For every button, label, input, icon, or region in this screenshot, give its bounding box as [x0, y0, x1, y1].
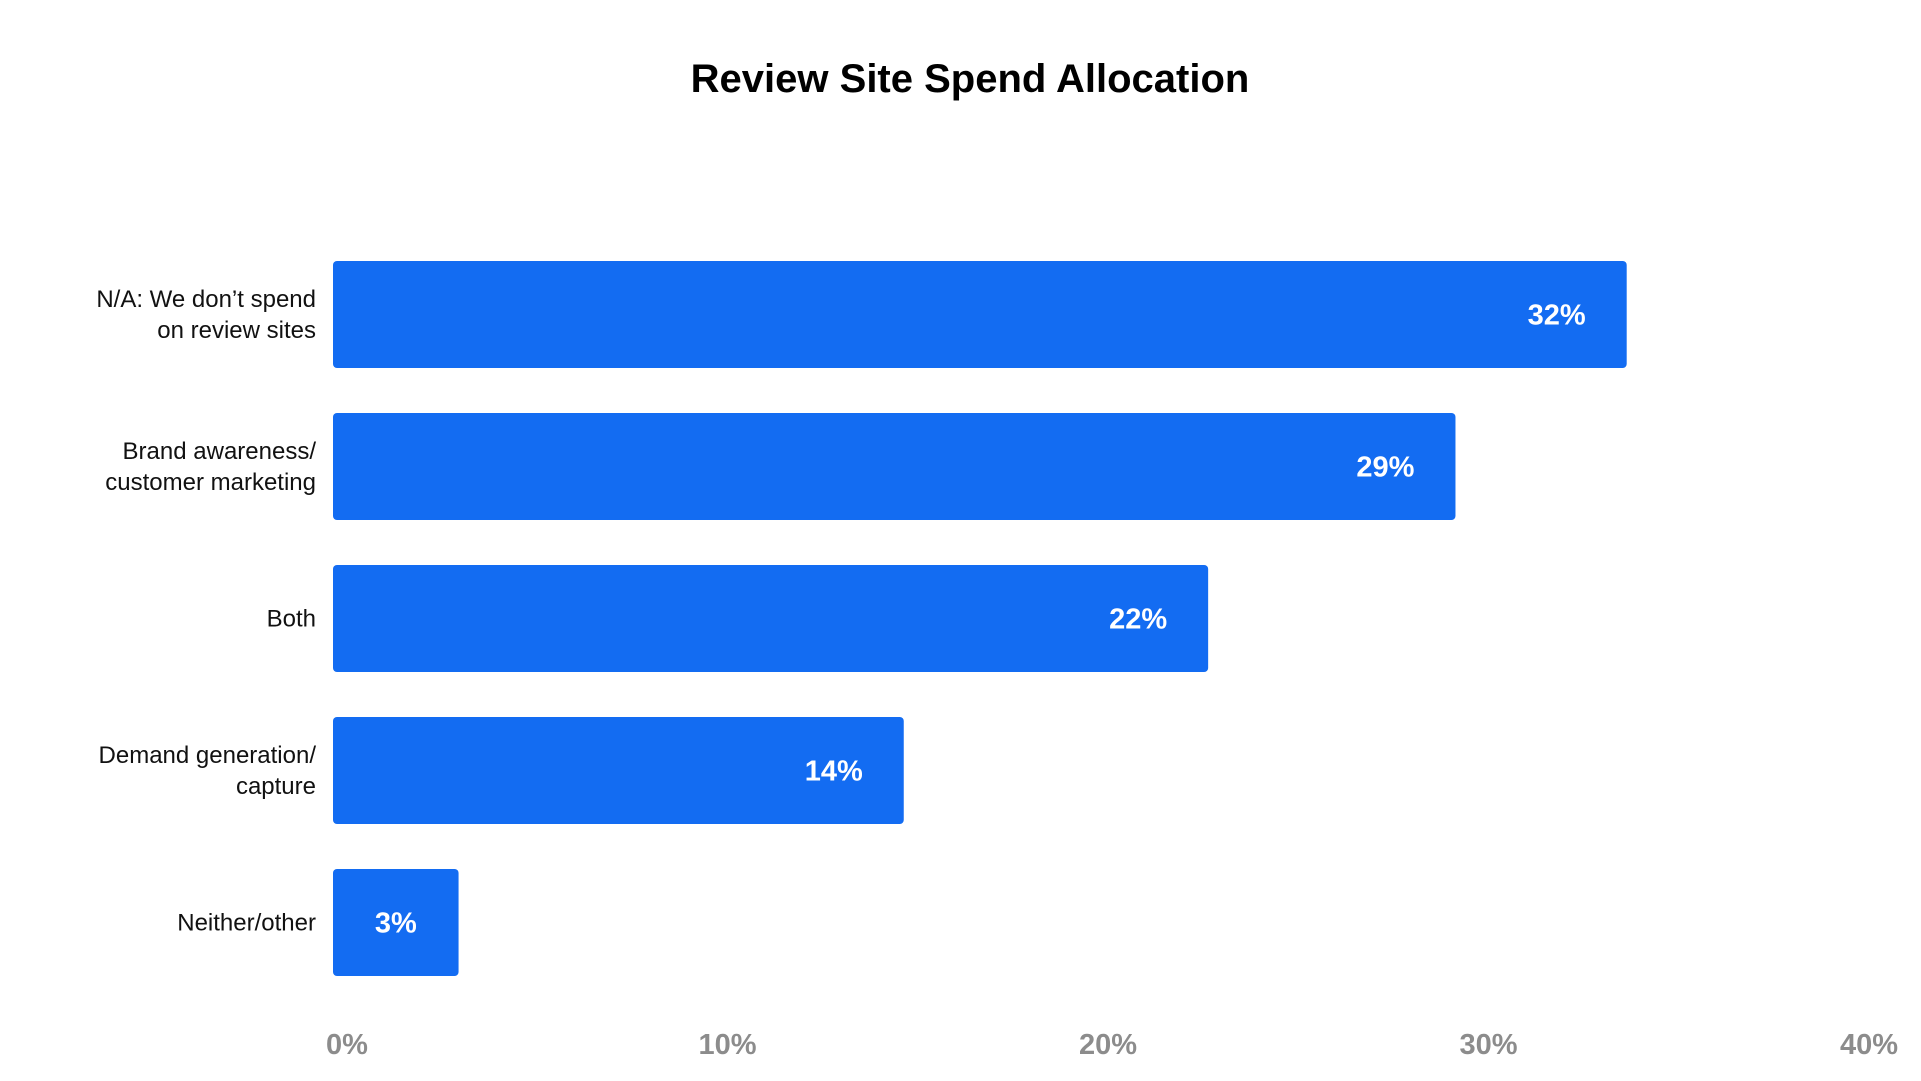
x-tick-label: 40% [1840, 1029, 1898, 1061]
bars-layer [333, 261, 1627, 976]
data-label: 3% [375, 908, 417, 940]
x-tick-label: 0% [326, 1029, 368, 1061]
category-label: customer marketing [105, 469, 316, 496]
data-label: 14% [805, 756, 863, 788]
data-labels: 32% 29% 22% 14% 3% [375, 300, 1586, 940]
category-label: on review sites [157, 317, 316, 344]
bar [333, 717, 904, 824]
data-label: 22% [1109, 604, 1167, 636]
chart-title: Review Site Spend Allocation [691, 57, 1250, 101]
x-axis-ticks: 0% 10% 20% 30% 40% [326, 1029, 1898, 1061]
category-label: capture [236, 773, 316, 800]
bar [333, 413, 1456, 520]
bar [333, 869, 459, 976]
category-label: Neither/other [177, 910, 316, 937]
category-labels: N/A: We don’t spend on review sites Brand … [96, 286, 316, 937]
category-label: Both [267, 606, 316, 633]
category-label: Brand awareness/ [123, 438, 317, 465]
category-label: Demand generation/ [99, 742, 317, 769]
x-tick-label: 30% [1459, 1029, 1517, 1061]
bar [333, 261, 1627, 368]
x-tick-label: 20% [1079, 1029, 1137, 1061]
data-label: 29% [1356, 452, 1414, 484]
data-label: 32% [1528, 300, 1586, 332]
category-label: N/A: We don’t spend [96, 286, 316, 313]
bar [333, 565, 1209, 672]
x-tick-label: 10% [698, 1029, 756, 1061]
